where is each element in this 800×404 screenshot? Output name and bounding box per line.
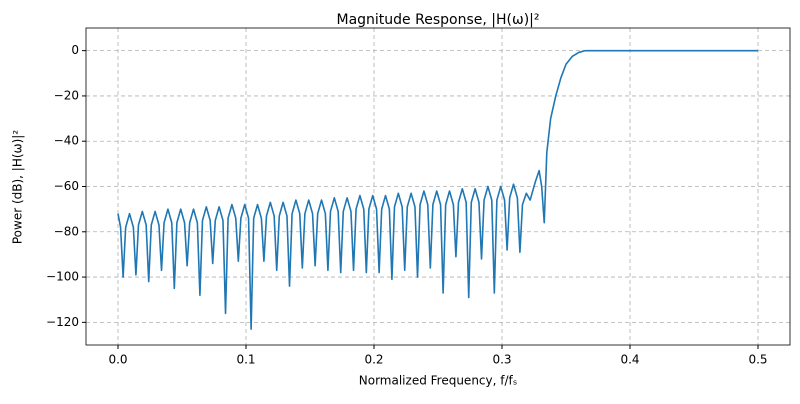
x-tick-label: 0.1: [236, 353, 255, 367]
y-tick-label: −80: [54, 224, 79, 238]
x-tick-label: 0.0: [108, 353, 127, 367]
y-tick-label: −60: [54, 179, 79, 193]
plot-frame: [85, 27, 791, 346]
x-axis-label: Normalized Frequency, f/fₛ: [359, 374, 517, 388]
y-axis-label: Power (dB), |H(ω)|²: [11, 130, 25, 244]
y-tick-label: −40: [54, 134, 79, 148]
y-tick-label: −120: [46, 315, 79, 329]
x-tick-label: 0.5: [748, 353, 767, 367]
y-tick-label: −100: [46, 270, 79, 284]
y-tick-label: −20: [54, 88, 79, 102]
x-tick-label: 0.3: [492, 353, 511, 367]
x-tick-label: 0.4: [620, 353, 639, 367]
x-tick-label: 0.2: [364, 353, 383, 367]
y-tick-label: 0: [71, 43, 79, 57]
chart-title: Magnitude Response, |H(ω)|²: [337, 12, 540, 28]
data-line: [117, 49, 758, 330]
